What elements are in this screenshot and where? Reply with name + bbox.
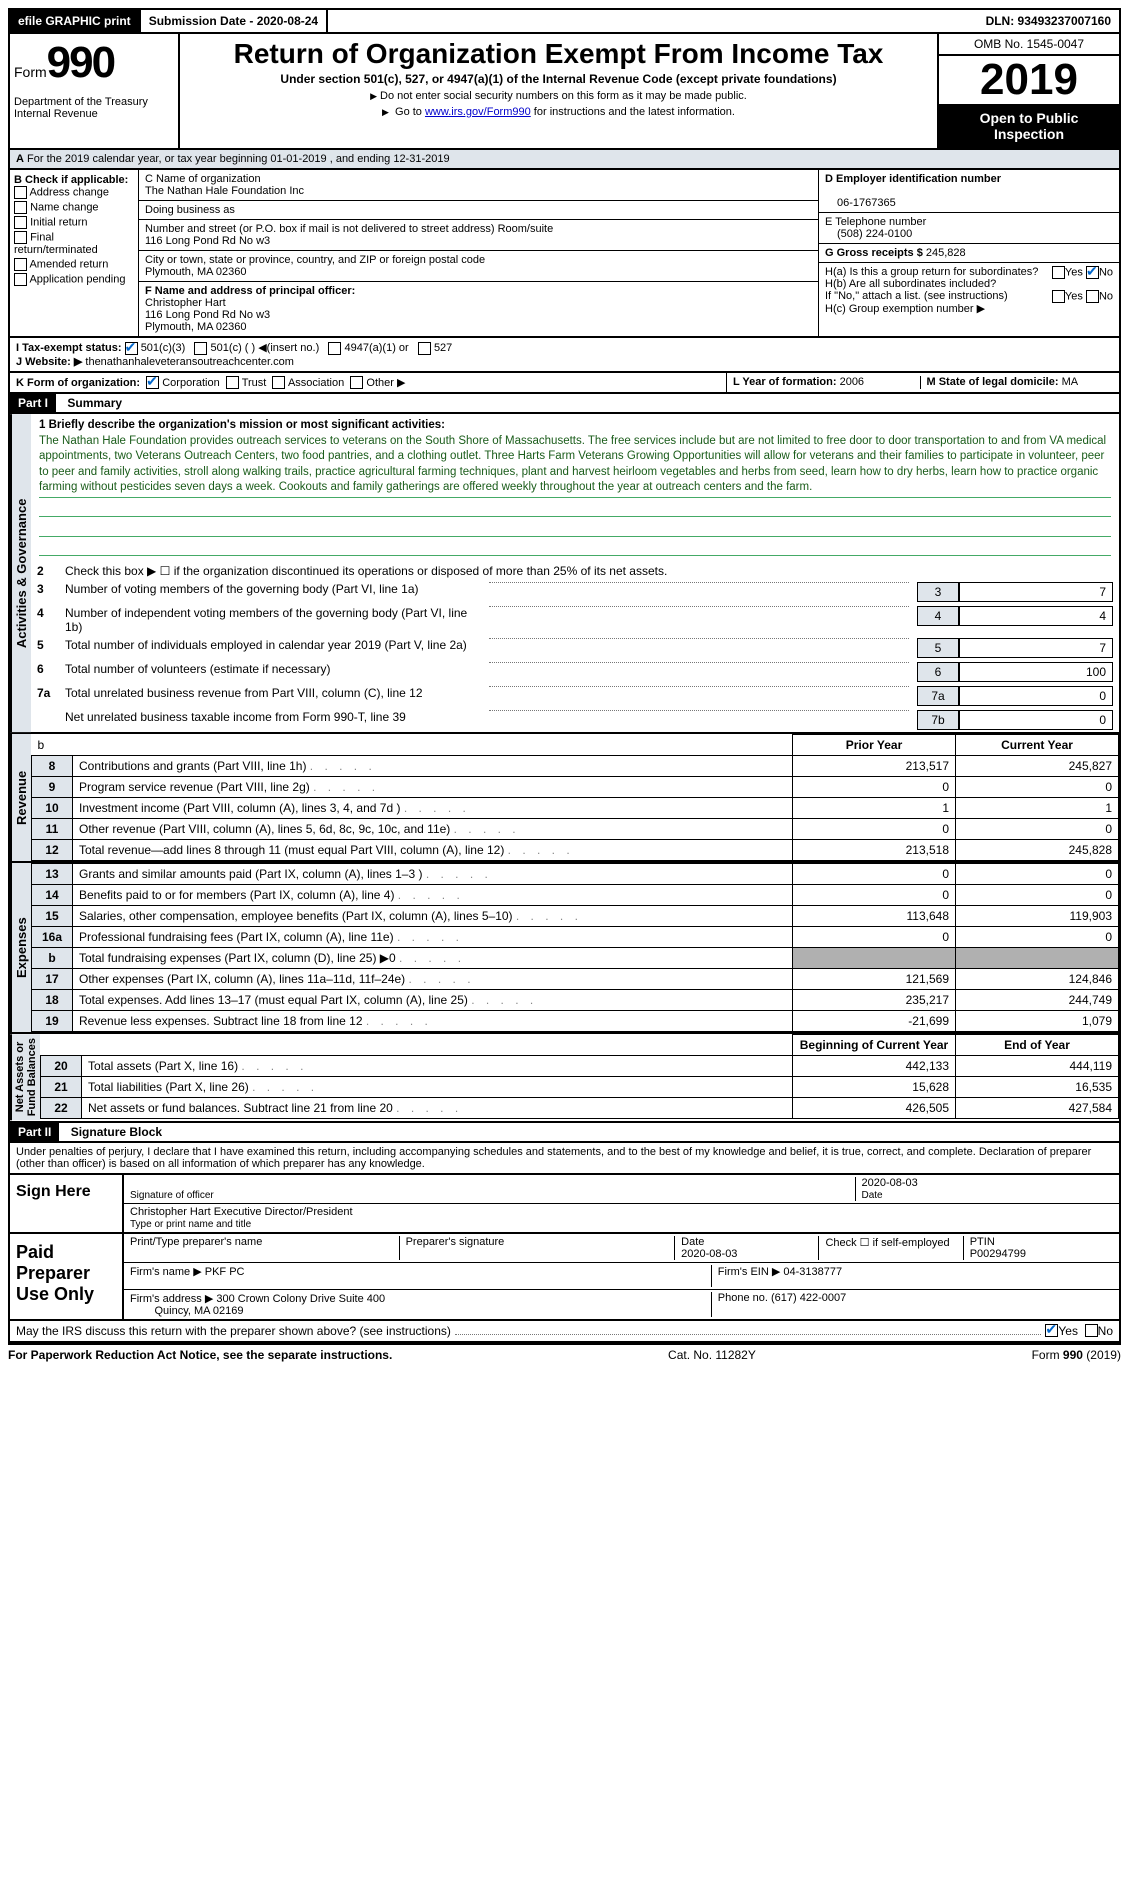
mission-block: 1 Briefly describe the organization's mi… xyxy=(31,414,1119,562)
side-expenses: Expenses xyxy=(10,863,31,1032)
table-row: 15Salaries, other compensation, employee… xyxy=(32,906,1119,927)
table-row: 14Benefits paid to or for members (Part … xyxy=(32,885,1119,906)
table-row: 9Program service revenue (Part VIII, lin… xyxy=(32,777,1119,798)
pra-notice: For Paperwork Reduction Act Notice, see … xyxy=(8,1348,392,1362)
dln: DLN: 93493237007160 xyxy=(978,10,1119,32)
line-2: 2Check this box ▶ ☐ if the organization … xyxy=(31,562,1119,580)
table-row: 19Revenue less expenses. Subtract line 1… xyxy=(32,1011,1119,1032)
chk-pending: Application pending xyxy=(14,273,134,286)
website-value: thenathanhaleveteransoutreachcenter.com xyxy=(85,356,294,368)
public-inspection: Open to Public Inspection xyxy=(939,104,1119,148)
efile-badge: efile GRAPHIC print xyxy=(10,10,141,32)
officer-box: F Name and address of principal officer:… xyxy=(139,282,818,336)
table-row: 11Other revenue (Part VIII, column (A), … xyxy=(32,819,1119,840)
submission-date: Submission Date - 2020-08-24 xyxy=(141,10,328,32)
org-name: The Nathan Hale Foundation Inc xyxy=(145,185,304,197)
part2-bar: Part II xyxy=(10,1123,59,1141)
city-box: City or town, state or province, country… xyxy=(139,251,818,282)
table-row: 8Contributions and grants (Part VIII, li… xyxy=(32,756,1119,777)
gov-line: 5Total number of individuals employed in… xyxy=(31,636,1119,660)
org-name-box: C Name of organizationThe Nathan Hale Fo… xyxy=(139,170,818,201)
table-row: 16aProfessional fundraising fees (Part I… xyxy=(32,927,1119,948)
gov-line: Net unrelated business taxable income fr… xyxy=(31,708,1119,732)
ssn-note: Do not enter social security numbers on … xyxy=(186,90,931,102)
table-row: 12Total revenue—add lines 8 through 11 (… xyxy=(32,840,1119,861)
chk-name: Name change xyxy=(14,201,134,214)
form-header: Form990 Department of the Treasury Inter… xyxy=(8,32,1121,150)
table-row: 22Net assets or fund balances. Subtract … xyxy=(41,1098,1119,1119)
expenses-table: 13Grants and similar amounts paid (Part … xyxy=(31,863,1119,1032)
goto-note: Go to www.irs.gov/Form990 for instructio… xyxy=(186,106,931,118)
top-bar: efile GRAPHIC print Submission Date - 20… xyxy=(8,8,1121,32)
side-activities: Activities & Governance xyxy=(10,414,31,732)
chk-amended: Amended return xyxy=(14,258,134,271)
gross-receipts-box: G Gross receipts $ 245,828 xyxy=(819,244,1119,263)
paid-preparer-label: Paid Preparer Use Only xyxy=(10,1234,124,1319)
part1-bar: Part I xyxy=(10,394,56,412)
irs-link[interactable]: www.irs.gov/Form990 xyxy=(425,106,531,118)
phone-box: E Telephone number(508) 224-0100 xyxy=(819,213,1119,244)
table-row: 18Total expenses. Add lines 13–17 (must … xyxy=(32,990,1119,1011)
chk-final: Final return/terminated xyxy=(14,231,134,256)
table-row: bTotal fundraising expenses (Part IX, co… xyxy=(32,948,1119,969)
penalty-text: Under penalties of perjury, I declare th… xyxy=(8,1143,1121,1175)
discuss-row: May the IRS discuss this return with the… xyxy=(8,1321,1121,1343)
cat-no: Cat. No. 11282Y xyxy=(668,1348,756,1362)
part1-title: Summary xyxy=(59,396,122,410)
signature-block: Sign Here Signature of officer2020-08-03… xyxy=(8,1175,1121,1234)
form-subtitle: Under section 501(c), 527, or 4947(a)(1)… xyxy=(186,72,931,86)
tax-year: 2019 xyxy=(939,56,1119,104)
table-row: 17Other expenses (Part IX, column (A), l… xyxy=(32,969,1119,990)
part2-title: Signature Block xyxy=(63,1125,162,1139)
form-number: 990 xyxy=(47,38,114,87)
footer: For Paperwork Reduction Act Notice, see … xyxy=(8,1343,1121,1362)
revenue-table: bPrior YearCurrent Year 8Contributions a… xyxy=(31,734,1119,861)
department: Department of the Treasury Internal Reve… xyxy=(14,96,174,120)
table-row: 20Total assets (Part X, line 16) . . . .… xyxy=(41,1056,1119,1077)
ein-box: D Employer identification number06-17673… xyxy=(819,170,1119,213)
form-ref: Form 990 (2019) xyxy=(1032,1348,1121,1362)
identity-section: B Check if applicable: Address change Na… xyxy=(8,170,1121,338)
omb-number: OMB No. 1545-0047 xyxy=(939,34,1119,56)
row-a-period: A For the 2019 calendar year, or tax yea… xyxy=(8,150,1121,170)
col-b-checkboxes: B Check if applicable: Address change Na… xyxy=(10,170,139,336)
table-row: 21Total liabilities (Part X, line 26) . … xyxy=(41,1077,1119,1098)
chk-initial: Initial return xyxy=(14,216,134,229)
table-row: 10Investment income (Part VIII, column (… xyxy=(32,798,1119,819)
sign-here: Sign Here xyxy=(10,1175,124,1232)
netassets-table: Beginning of Current YearEnd of Year 20T… xyxy=(40,1034,1119,1119)
gov-line: 3Number of voting members of the governi… xyxy=(31,580,1119,604)
form-of-org-row: K Form of organization: Corporation Trus… xyxy=(10,373,726,393)
side-netassets: Net Assets or Fund Balances xyxy=(10,1034,40,1120)
paid-preparer-block: Paid Preparer Use Only Print/Type prepar… xyxy=(8,1234,1121,1321)
form-title: Return of Organization Exempt From Incom… xyxy=(186,38,931,70)
gov-line: 4Number of independent voting members of… xyxy=(31,604,1119,636)
street-box: Number and street (or P.O. box if mail i… xyxy=(139,220,818,251)
table-row: 13Grants and similar amounts paid (Part … xyxy=(32,864,1119,885)
h-group-box: H(a) Is this a group return for subordin… xyxy=(819,263,1119,318)
form-label: Form xyxy=(14,64,47,80)
formation-row: L Year of formation: 2006 M State of leg… xyxy=(726,373,1119,393)
gov-line: 6Total number of volunteers (estimate if… xyxy=(31,660,1119,684)
chk-address: Address change xyxy=(14,186,134,199)
dba-box: Doing business as xyxy=(139,201,818,220)
tax-exempt-row: I Tax-exempt status: 501(c)(3) 501(c) ( … xyxy=(10,338,727,371)
gov-line: 7aTotal unrelated business revenue from … xyxy=(31,684,1119,708)
mission-text: The Nathan Hale Foundation provides outr… xyxy=(39,434,1111,498)
side-revenue: Revenue xyxy=(10,734,31,861)
